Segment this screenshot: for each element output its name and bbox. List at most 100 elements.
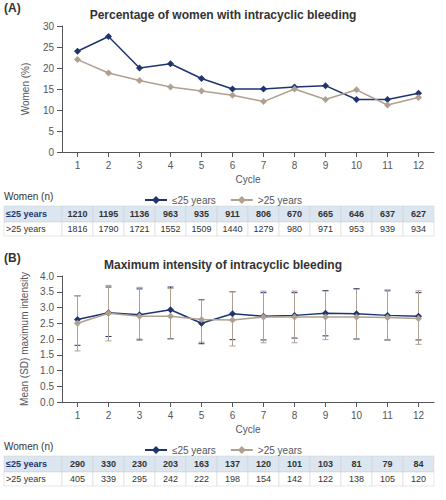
svg-text:290: 290 [70,459,85,469]
svg-text:339: 339 [101,474,116,484]
svg-text:953: 953 [349,224,364,234]
svg-text:2.0: 2.0 [40,334,54,345]
svg-text:(B): (B) [4,251,21,265]
svg-text:1210: 1210 [67,209,87,219]
svg-text:>25 years: >25 years [258,445,302,456]
svg-text:≤25 years: ≤25 years [172,445,216,456]
svg-text:101: 101 [287,459,302,469]
svg-text:1440: 1440 [222,224,242,234]
svg-text:670: 670 [287,209,302,219]
svg-text:1: 1 [75,160,81,171]
svg-text:122: 122 [318,474,333,484]
svg-text:163: 163 [194,459,209,469]
svg-text:8: 8 [292,410,298,421]
svg-text:0: 0 [48,147,54,158]
svg-text:980: 980 [287,224,302,234]
svg-text:6: 6 [230,160,236,171]
svg-text:646: 646 [349,209,364,219]
svg-text:15: 15 [43,84,55,95]
svg-text:1721: 1721 [129,224,149,234]
svg-text:81: 81 [351,459,361,469]
svg-text:934: 934 [411,224,426,234]
svg-text:8: 8 [292,160,298,171]
svg-text:1790: 1790 [98,224,118,234]
svg-text:939: 939 [380,224,395,234]
svg-text:Women (%): Women (%) [20,63,31,116]
svg-text:10: 10 [351,410,363,421]
svg-text:>25 years: >25 years [258,195,302,206]
svg-text:7: 7 [261,160,267,171]
svg-text:806: 806 [256,209,271,219]
svg-text:120: 120 [411,474,426,484]
svg-text:405: 405 [70,474,85,484]
svg-text:≤25 years: ≤25 years [6,209,47,219]
svg-text:1816: 1816 [67,224,87,234]
svg-text:665: 665 [318,209,333,219]
svg-text:198: 198 [225,474,240,484]
svg-text:11: 11 [382,410,393,421]
svg-text:911: 911 [225,209,240,219]
svg-text:Women (n): Women (n) [4,191,53,202]
svg-text:12: 12 [413,160,425,171]
svg-text:627: 627 [411,209,426,219]
svg-text:20: 20 [43,63,55,74]
svg-text:79: 79 [382,459,392,469]
svg-text:4.0: 4.0 [40,271,54,282]
svg-text:9: 9 [323,160,329,171]
svg-text:137: 137 [225,459,240,469]
svg-text:154: 154 [256,474,271,484]
svg-text:2: 2 [106,410,112,421]
svg-text:Maximum intensity of intracycl: Maximum intensity of intracyclic bleedin… [104,258,342,272]
svg-text:0.5: 0.5 [40,381,54,392]
svg-text:103: 103 [318,459,333,469]
svg-text:5: 5 [48,126,54,137]
svg-text:1552: 1552 [160,224,180,234]
svg-text:330: 330 [101,459,116,469]
svg-text:4: 4 [168,410,174,421]
svg-text:1: 1 [75,410,81,421]
svg-text:1136: 1136 [130,209,150,219]
svg-text:4: 4 [168,160,174,171]
svg-text:30: 30 [43,21,55,32]
svg-text:10: 10 [351,160,363,171]
svg-text:0.0: 0.0 [40,397,54,408]
svg-text:7: 7 [261,410,267,421]
svg-text:203: 203 [163,459,178,469]
svg-text:971: 971 [318,224,333,234]
svg-text:9: 9 [323,410,329,421]
svg-text:11: 11 [382,160,393,171]
svg-text:1509: 1509 [191,224,211,234]
svg-text:>25 years: >25 years [6,474,46,484]
svg-text:3.5: 3.5 [40,286,54,297]
svg-text:>25 years: >25 years [6,224,46,234]
svg-text:Women (n): Women (n) [4,441,53,452]
svg-text:Cycle: Cycle [235,174,260,185]
svg-text:637: 637 [380,209,395,219]
svg-text:963: 963 [163,209,178,219]
svg-text:84: 84 [413,459,423,469]
svg-text:242: 242 [163,474,178,484]
svg-text:Percentage of women with intra: Percentage of women with intracyclic ble… [90,8,357,22]
svg-text:Mean (SD) maximum intensity: Mean (SD) maximum intensity [19,272,30,406]
svg-text:≤25 years: ≤25 years [6,459,47,469]
svg-text:2: 2 [106,160,112,171]
svg-text:120: 120 [256,459,271,469]
svg-text:935: 935 [194,209,209,219]
svg-text:295: 295 [132,474,147,484]
svg-text:230: 230 [132,459,147,469]
svg-text:105: 105 [380,474,395,484]
svg-text:6: 6 [230,410,236,421]
svg-text:Cycle: Cycle [235,424,260,435]
svg-text:138: 138 [349,474,364,484]
svg-text:12: 12 [413,410,425,421]
svg-text:5: 5 [199,410,205,421]
svg-text:5: 5 [199,160,205,171]
svg-text:222: 222 [194,474,209,484]
svg-text:142: 142 [287,474,302,484]
svg-text:3: 3 [137,410,143,421]
svg-text:1.5: 1.5 [40,349,54,360]
svg-text:3: 3 [137,160,143,171]
svg-text:1.0: 1.0 [40,365,54,376]
svg-text:3.0: 3.0 [40,302,54,313]
svg-text:25: 25 [43,42,55,53]
